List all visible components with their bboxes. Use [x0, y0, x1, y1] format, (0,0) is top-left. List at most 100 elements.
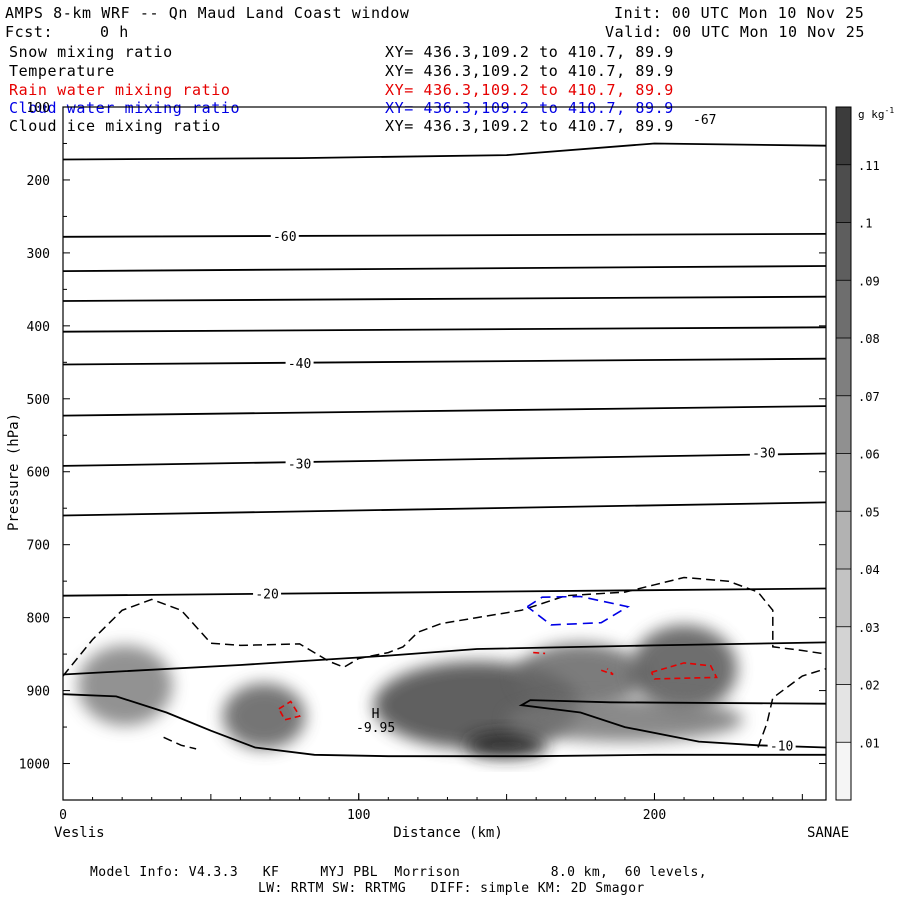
y-tick-label: 700 — [27, 539, 50, 554]
cloud-ice-contour — [757, 667, 826, 748]
temperature-contour — [63, 501, 826, 517]
x-end-label-left: Veslis — [54, 825, 105, 841]
temperature-contour-label: -30 — [288, 457, 311, 472]
model-info-line2: LW: RRTM SW: RRTMG DIFF: simple KM: 2D S… — [258, 881, 645, 896]
x-tick-label: 200 — [643, 808, 666, 823]
colorbar-swatch — [836, 107, 851, 165]
y-axis-label: Pressure (hPa) — [6, 413, 22, 531]
rain-water-contour — [278, 700, 301, 721]
model-info-line1: Model Info: V4.3.3 KF MYJ PBL Morrison 8… — [90, 865, 707, 880]
colorbar-swatch — [836, 338, 851, 396]
colorbar-label: .01 — [858, 736, 880, 750]
temperature-contour-label: -10 — [770, 740, 793, 755]
temperature-contour — [518, 699, 826, 749]
colorbar-unit-sup: -1 — [885, 106, 895, 115]
init-time: Init: 00 UTC Mon 10 Nov 25 — [614, 4, 865, 22]
y-tick-label: 200 — [27, 174, 50, 189]
colorbar-label: .05 — [858, 505, 880, 519]
field-name: Rain water mixing ratio — [9, 81, 231, 99]
fcst-value: 0 h — [100, 23, 129, 41]
colorbar-swatch — [836, 280, 851, 338]
temperature-contour — [63, 326, 826, 333]
y-tick-label: 300 — [27, 247, 50, 262]
rain-water-contour — [600, 668, 614, 676]
y-tick-label: 500 — [27, 393, 50, 408]
contour-label-bg — [285, 355, 314, 370]
snow-blob — [465, 732, 549, 759]
colorbar-label: .07 — [858, 390, 880, 404]
plot-frame — [62, 106, 827, 801]
colorbar-swatch — [836, 222, 851, 281]
temperature-contour-label: -67 — [693, 113, 716, 128]
y-tick-label: 600 — [27, 466, 50, 481]
colorbar-swatch — [836, 742, 851, 800]
colorbar-label: .06 — [858, 448, 880, 462]
colorbar-label: .08 — [858, 332, 880, 346]
cloud-ice-contour — [163, 736, 197, 750]
y-tick-label: 900 — [27, 685, 50, 700]
temperature-contour — [63, 295, 826, 302]
colorbar-label: .11 — [858, 159, 880, 173]
temperature-contour — [63, 641, 826, 676]
temperature-contour — [63, 142, 826, 161]
contour-label-bg — [253, 586, 282, 601]
snow-blob — [506, 697, 744, 742]
colorbar-swatch — [836, 164, 851, 223]
colorbar-unit: g kg-1 — [858, 106, 894, 121]
valid-time: Valid: 00 UTC Mon 10 Nov 25 — [605, 23, 866, 41]
snow-blob — [77, 645, 173, 726]
field-name: Temperature — [9, 62, 115, 80]
temperature-contour-label: -60 — [273, 230, 296, 245]
temperature-contour-label: -40 — [288, 357, 311, 372]
field-xy: XY= 436.3,109.2 to 410.7, 89.9 — [385, 81, 674, 99]
chart-title: AMPS 8-km WRF -- Qn Maud Land Coast wind… — [5, 4, 410, 22]
colorbar-swatch — [836, 395, 851, 454]
y-tick-label: 1000 — [19, 758, 50, 773]
field-name: Cloud ice mixing ratio — [9, 117, 221, 135]
field-xy: XY= 436.3,109.2 to 410.7, 89.9 — [385, 62, 674, 80]
x-tick-label: 100 — [347, 808, 370, 823]
cloud-water-contour — [526, 595, 631, 626]
colorbar-swatch — [836, 684, 851, 743]
snow-blob — [630, 624, 738, 713]
field-name: Cloud water mixing ratio — [9, 99, 241, 117]
snow-blob — [515, 643, 646, 709]
colorbar-swatch — [836, 453, 851, 512]
temperature-contour — [63, 265, 826, 272]
field-xy: XY= 436.3,109.2 to 410.7, 89.9 — [385, 117, 674, 135]
snow-shading — [77, 624, 744, 759]
colorbar-label: .1 — [858, 217, 872, 231]
field-xy: XY= 436.3,109.2 to 410.7, 89.9 — [385, 99, 674, 117]
temperature-contour — [63, 405, 826, 417]
field-name: Snow mixing ratio — [9, 43, 173, 61]
high-value: -9.95 — [356, 721, 395, 736]
temperature-contour — [63, 452, 826, 467]
colorbar-label: .04 — [858, 563, 880, 577]
temperature-contour — [63, 233, 826, 238]
contour-label-bg — [767, 738, 796, 753]
colorbar-swatch — [836, 511, 851, 569]
x-axis-label: Distance (km) — [393, 825, 503, 841]
x-tick-label: 0 — [59, 808, 67, 823]
colorbar-label: .03 — [858, 621, 880, 635]
temperature-contour — [63, 357, 826, 366]
colorbar-label: .02 — [858, 679, 880, 693]
field-xy: XY= 436.3,109.2 to 410.7, 89.9 — [385, 43, 674, 61]
cloud-ice-contour — [63, 576, 826, 677]
high-marker: H — [372, 707, 380, 722]
colorbar-label: .09 — [858, 274, 880, 288]
colorbar-swatch — [836, 626, 851, 685]
snow-blob — [222, 683, 306, 749]
fcst-label: Fcst: — [5, 23, 54, 41]
colorbar-swatch — [836, 569, 851, 627]
temperature-contour-label: -30 — [752, 447, 775, 462]
y-tick-label: 800 — [27, 612, 50, 627]
rain-water-contour — [533, 651, 546, 655]
y-tick-label: 400 — [27, 320, 50, 335]
contour-label-bg — [270, 228, 299, 243]
contour-label-bg — [749, 445, 778, 460]
temperature-contour — [63, 587, 826, 597]
x-end-label-right: SANAE — [807, 825, 849, 841]
contour-label-bg — [285, 456, 314, 471]
